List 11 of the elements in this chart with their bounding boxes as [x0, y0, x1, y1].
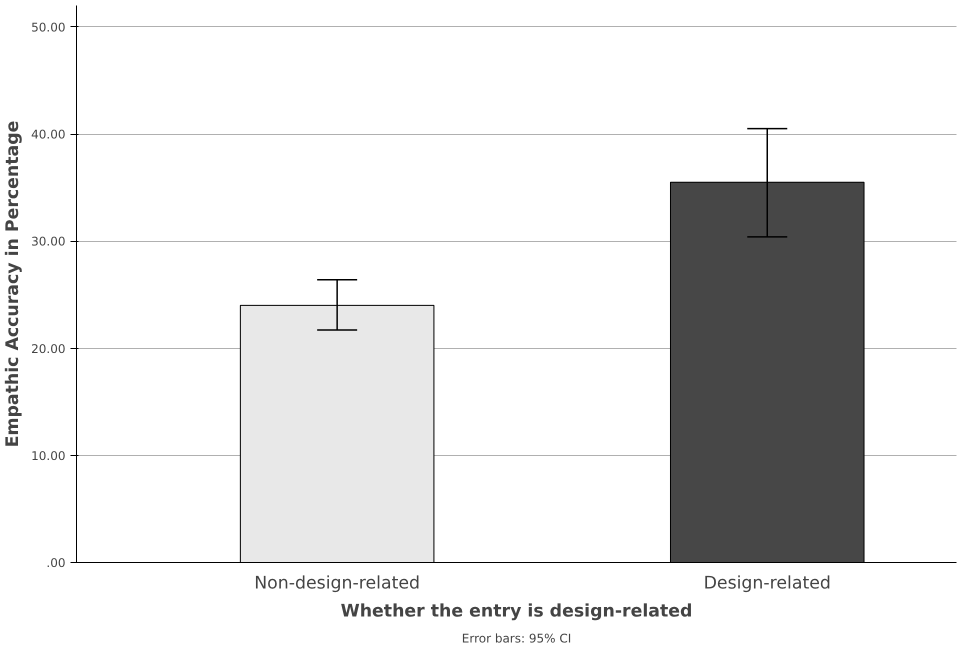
y-tick-label: 50.00 [31, 20, 66, 34]
y-tick-label: 10.00 [31, 448, 66, 463]
text: Error bars: 95% CI [462, 632, 572, 646]
x-tick-label: Non-design-related [254, 574, 420, 594]
x-axis-title: Whether the entry is design-related [340, 602, 692, 622]
y-axis-title: Empathic Accuracy in Percentage [3, 120, 24, 448]
y-tick-label: .00 [46, 556, 66, 570]
x-tick-label: Design-related [704, 574, 831, 594]
y-tick-label: 40.00 [31, 128, 66, 142]
y-tick-label: 20.00 [31, 342, 66, 356]
y-tick-label: 30.00 [31, 234, 66, 249]
